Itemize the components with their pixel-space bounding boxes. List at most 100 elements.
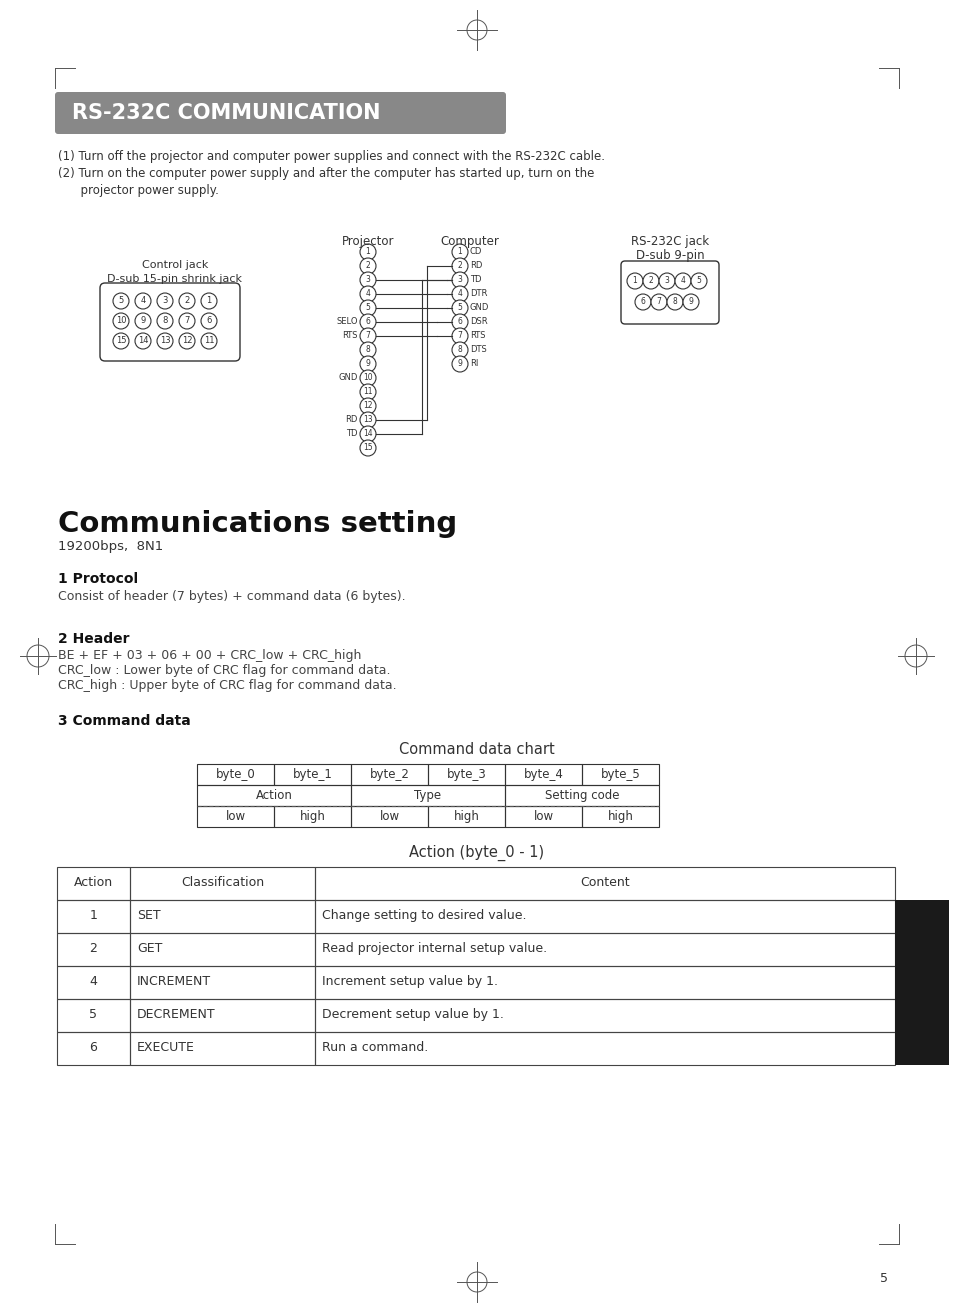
Text: TD: TD xyxy=(470,276,481,285)
Circle shape xyxy=(179,293,194,310)
Bar xyxy=(581,764,659,785)
Text: 9: 9 xyxy=(688,297,693,306)
Circle shape xyxy=(642,273,659,289)
Text: 1: 1 xyxy=(632,276,637,285)
Text: 12: 12 xyxy=(182,336,193,345)
Text: DECREMENT: DECREMENT xyxy=(137,1008,215,1021)
Text: 5: 5 xyxy=(118,297,124,304)
Text: 3: 3 xyxy=(365,276,370,283)
Bar xyxy=(130,933,314,966)
Text: GND: GND xyxy=(338,374,357,383)
Bar xyxy=(130,900,314,933)
Circle shape xyxy=(135,314,151,329)
Circle shape xyxy=(359,440,375,457)
Text: 1: 1 xyxy=(457,247,462,256)
Circle shape xyxy=(650,294,666,310)
Text: low: low xyxy=(225,810,245,823)
Text: RD: RD xyxy=(345,416,357,425)
Bar xyxy=(314,867,894,900)
Text: 2: 2 xyxy=(184,297,190,304)
Bar xyxy=(58,94,502,131)
Circle shape xyxy=(179,333,194,349)
Text: 8: 8 xyxy=(162,316,168,325)
Circle shape xyxy=(157,314,172,329)
Circle shape xyxy=(690,273,706,289)
Bar xyxy=(274,806,351,827)
Text: byte_2: byte_2 xyxy=(369,768,409,781)
Text: BE + EF + 03 + 06 + 00 + CRC_low + CRC_high: BE + EF + 03 + 06 + 00 + CRC_low + CRC_h… xyxy=(58,649,361,663)
Bar xyxy=(274,764,351,785)
Bar xyxy=(314,900,894,933)
Text: 5: 5 xyxy=(696,276,700,285)
Circle shape xyxy=(359,328,375,344)
Text: byte_5: byte_5 xyxy=(600,768,639,781)
Text: Action (byte_0 - 1): Action (byte_0 - 1) xyxy=(409,845,544,861)
Text: 15: 15 xyxy=(115,336,126,345)
Text: INCREMENT: INCREMENT xyxy=(137,975,211,988)
Text: 7: 7 xyxy=(457,331,462,340)
Text: Projector: Projector xyxy=(341,235,394,248)
Circle shape xyxy=(359,314,375,331)
Text: 7: 7 xyxy=(656,297,660,306)
FancyBboxPatch shape xyxy=(55,92,505,134)
Bar xyxy=(504,764,581,785)
Text: EXECUTE: EXECUTE xyxy=(137,1040,194,1054)
Text: 2: 2 xyxy=(365,261,370,270)
Text: 6: 6 xyxy=(457,318,462,325)
Text: GET: GET xyxy=(137,942,162,955)
Text: D-sub 9-pin: D-sub 9-pin xyxy=(635,249,703,262)
Circle shape xyxy=(157,293,172,310)
Text: 5: 5 xyxy=(457,303,462,312)
Circle shape xyxy=(135,333,151,349)
Text: 13: 13 xyxy=(363,415,373,424)
Text: RS-232C jack: RS-232C jack xyxy=(630,235,708,248)
Text: low: low xyxy=(379,810,399,823)
Circle shape xyxy=(359,300,375,316)
Text: low: low xyxy=(533,810,553,823)
Circle shape xyxy=(452,272,468,289)
Bar xyxy=(57,933,130,966)
Bar xyxy=(57,900,130,933)
Text: 6: 6 xyxy=(365,318,370,325)
Bar xyxy=(130,867,314,900)
Text: 2: 2 xyxy=(648,276,653,285)
Bar xyxy=(57,1033,130,1065)
Text: 9: 9 xyxy=(365,359,370,367)
Text: 4: 4 xyxy=(457,289,462,298)
Text: Setting code: Setting code xyxy=(544,789,618,802)
Circle shape xyxy=(201,293,216,310)
Circle shape xyxy=(359,398,375,415)
Bar xyxy=(504,785,659,806)
Text: 2: 2 xyxy=(90,942,97,955)
Text: 7: 7 xyxy=(365,331,370,340)
Text: 4: 4 xyxy=(365,289,370,298)
Text: RD: RD xyxy=(470,261,482,270)
Text: 5: 5 xyxy=(90,1008,97,1021)
Bar xyxy=(894,900,948,1065)
Circle shape xyxy=(179,314,194,329)
Circle shape xyxy=(659,273,675,289)
Bar xyxy=(314,933,894,966)
Circle shape xyxy=(452,328,468,344)
Text: Action: Action xyxy=(74,876,113,890)
Text: 8: 8 xyxy=(672,297,677,306)
Text: 14: 14 xyxy=(137,336,148,345)
Text: Read projector internal setup value.: Read projector internal setup value. xyxy=(322,942,547,955)
Circle shape xyxy=(359,370,375,386)
Text: 7: 7 xyxy=(184,316,190,325)
Bar xyxy=(57,966,130,998)
Text: 8: 8 xyxy=(457,345,462,354)
Circle shape xyxy=(112,333,129,349)
Bar xyxy=(428,806,504,827)
Bar xyxy=(130,998,314,1033)
Text: TD: TD xyxy=(346,429,357,438)
FancyBboxPatch shape xyxy=(620,261,719,324)
Circle shape xyxy=(359,272,375,289)
Bar xyxy=(130,966,314,998)
Circle shape xyxy=(635,294,650,310)
Circle shape xyxy=(359,244,375,260)
Text: SET: SET xyxy=(137,909,160,922)
Text: Run a command.: Run a command. xyxy=(322,1040,428,1054)
Text: 9: 9 xyxy=(457,359,462,367)
Circle shape xyxy=(201,333,216,349)
